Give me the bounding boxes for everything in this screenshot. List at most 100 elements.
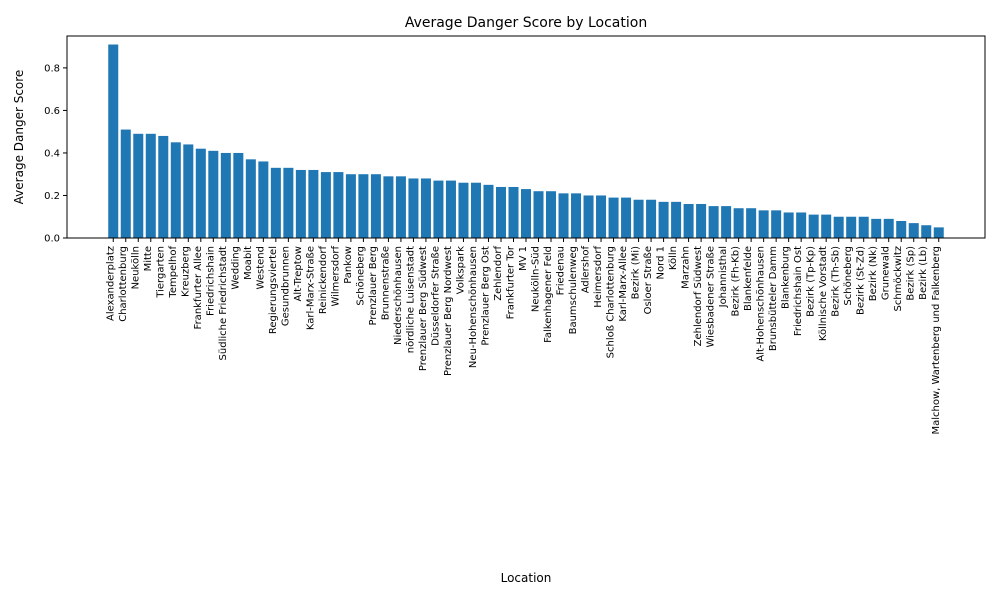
bar-mark	[470, 182, 481, 238]
x-tick-label: Falkenhagener Feld	[543, 246, 554, 343]
x-tick-label: Heimersdorf	[593, 246, 604, 308]
bar-mark	[821, 214, 832, 238]
bar-mark	[195, 148, 206, 238]
bar-mark	[721, 206, 732, 238]
x-tick-label: Kreuzberg	[180, 246, 191, 297]
x-tick-label: Brunsbütteler Damm	[768, 246, 779, 351]
x-tick-label: Pankow	[343, 246, 354, 284]
x-tick-label: Bezirk (Lb)	[918, 246, 929, 300]
x-tick-label: Neu-Hohenschönhausen	[468, 246, 479, 368]
x-tick-label: Alt-Treptow	[293, 246, 304, 301]
x-tick-label: Schmöckwitz	[893, 246, 904, 311]
bar-mark	[896, 220, 907, 238]
x-tick-label: Malchow, Wartenberg und Falkenberg	[931, 246, 942, 435]
bar-mark	[708, 206, 719, 238]
x-tick-label: Baumschulenweg	[568, 246, 579, 334]
bar-mark	[783, 212, 794, 238]
bar-mark	[370, 174, 381, 238]
y-tick-label: 0.0	[44, 234, 60, 245]
bar-mark	[345, 174, 356, 238]
bar-mark	[683, 203, 694, 238]
x-tick-label: Tempelhof	[168, 246, 179, 299]
x-tick-label: Blankenfelde	[743, 246, 754, 311]
bar-mark	[420, 178, 431, 238]
x-tick-label: Düsseldorfer Straße	[430, 246, 441, 346]
bar-mark	[596, 195, 607, 238]
x-tick-label: Nord 1	[656, 246, 667, 279]
x-tick-label: Gesundbrunnen	[280, 246, 291, 326]
bar-mark	[283, 167, 294, 238]
x-tick-label: Bezirk (St-Zd)	[856, 246, 867, 315]
bar-mark	[746, 208, 757, 238]
x-tick-label: Regierungsviertel	[268, 246, 279, 334]
x-tick-label: Niederschönhausen	[393, 246, 404, 345]
x-tick-label: Karl-Marx-Straße	[305, 246, 316, 330]
x-tick-label: Volkspark	[455, 246, 466, 295]
x-tick-label: Adlershof	[581, 246, 592, 294]
bar-mark	[458, 182, 469, 238]
x-tick-label: Köllnische Vorstadt	[818, 246, 829, 341]
bar-mark	[658, 201, 669, 238]
bar-mark	[270, 167, 281, 238]
x-tick-label: Frankfurter Tor	[505, 245, 516, 319]
x-tick-label: Bezirk (Sp)	[906, 246, 917, 301]
x-tick-label: Neukölln	[130, 246, 141, 289]
y-tick-label: 0.6	[44, 106, 60, 117]
x-tick-label: Johannisthal	[718, 246, 729, 308]
bar-mark	[320, 172, 331, 238]
x-tick-label: Westend	[255, 246, 266, 289]
x-tick-label: Prenzlauer Berg Ost	[480, 246, 491, 346]
bar-mark	[671, 201, 682, 238]
chart-title: Average Danger Score by Location	[405, 15, 647, 31]
bar-mark	[170, 142, 181, 238]
x-tick-label: Friedrichshain	[205, 246, 216, 316]
x-tick-label: Charlottenburg	[118, 246, 129, 322]
x-tick-label: Zehlendorf Südwest	[693, 246, 704, 346]
bar-mark	[633, 199, 644, 238]
x-tick-label: Bezirk (Tp-Kp)	[806, 246, 817, 317]
x-tick-label: nördliche Luisenstadt	[405, 246, 416, 353]
x-tick-label: Grunewald	[881, 246, 892, 300]
x-tick-label: Kölln	[668, 246, 679, 270]
x-tick-label: Brunnenstraße	[380, 246, 391, 320]
bar-mark	[145, 133, 156, 238]
x-tick-label: Prenzlauer Berg Nordwest	[443, 246, 454, 376]
x-tick-label: Bezirk (Mi)	[631, 246, 642, 299]
x-tick-label: Osloer Straße	[643, 246, 654, 314]
bar-mark	[120, 129, 131, 238]
x-tick-label: Marzahn	[681, 246, 692, 289]
bar-mark	[921, 225, 932, 238]
x-tick-label: Bezirk (Fh-Kb)	[731, 246, 742, 317]
bar-mark	[245, 159, 256, 238]
bar-mark	[696, 203, 707, 238]
bar-mark	[558, 193, 569, 238]
bar-mark	[608, 197, 619, 238]
bar-mark	[408, 178, 419, 238]
bar-mark	[233, 152, 244, 238]
x-tick-label: Prenzlauer Berg Südwest	[418, 246, 429, 371]
bar-mark	[445, 180, 456, 238]
y-tick-label: 0.2	[44, 191, 60, 202]
bar-mark	[533, 191, 544, 238]
bar-mark	[158, 135, 169, 238]
x-tick-label: Reinickendorf	[318, 246, 329, 315]
x-tick-label: Karl-Marx-Allee	[618, 246, 629, 322]
bar-mark	[833, 216, 844, 238]
x-tick-label: Wedding	[230, 246, 241, 290]
x-tick-label: Schloß Charlottenburg	[606, 246, 617, 358]
x-tick-label: Tiergarten	[155, 246, 166, 299]
bar-mark	[883, 218, 894, 238]
x-tick-label: Neukölln-Süd	[531, 246, 542, 312]
bar-mark	[858, 216, 869, 238]
x-tick-label: Bezirk (Nk)	[868, 246, 879, 301]
bar-mark	[808, 214, 819, 238]
bar-mark	[483, 184, 494, 238]
x-tick-label: Wiesbadener Straße	[706, 246, 717, 348]
bar-mark	[771, 210, 782, 238]
bar-mark	[258, 161, 269, 238]
bar-mark	[295, 169, 306, 238]
bar-mark	[433, 180, 444, 238]
x-tick-label: Prenzlauer Berg	[368, 246, 379, 325]
